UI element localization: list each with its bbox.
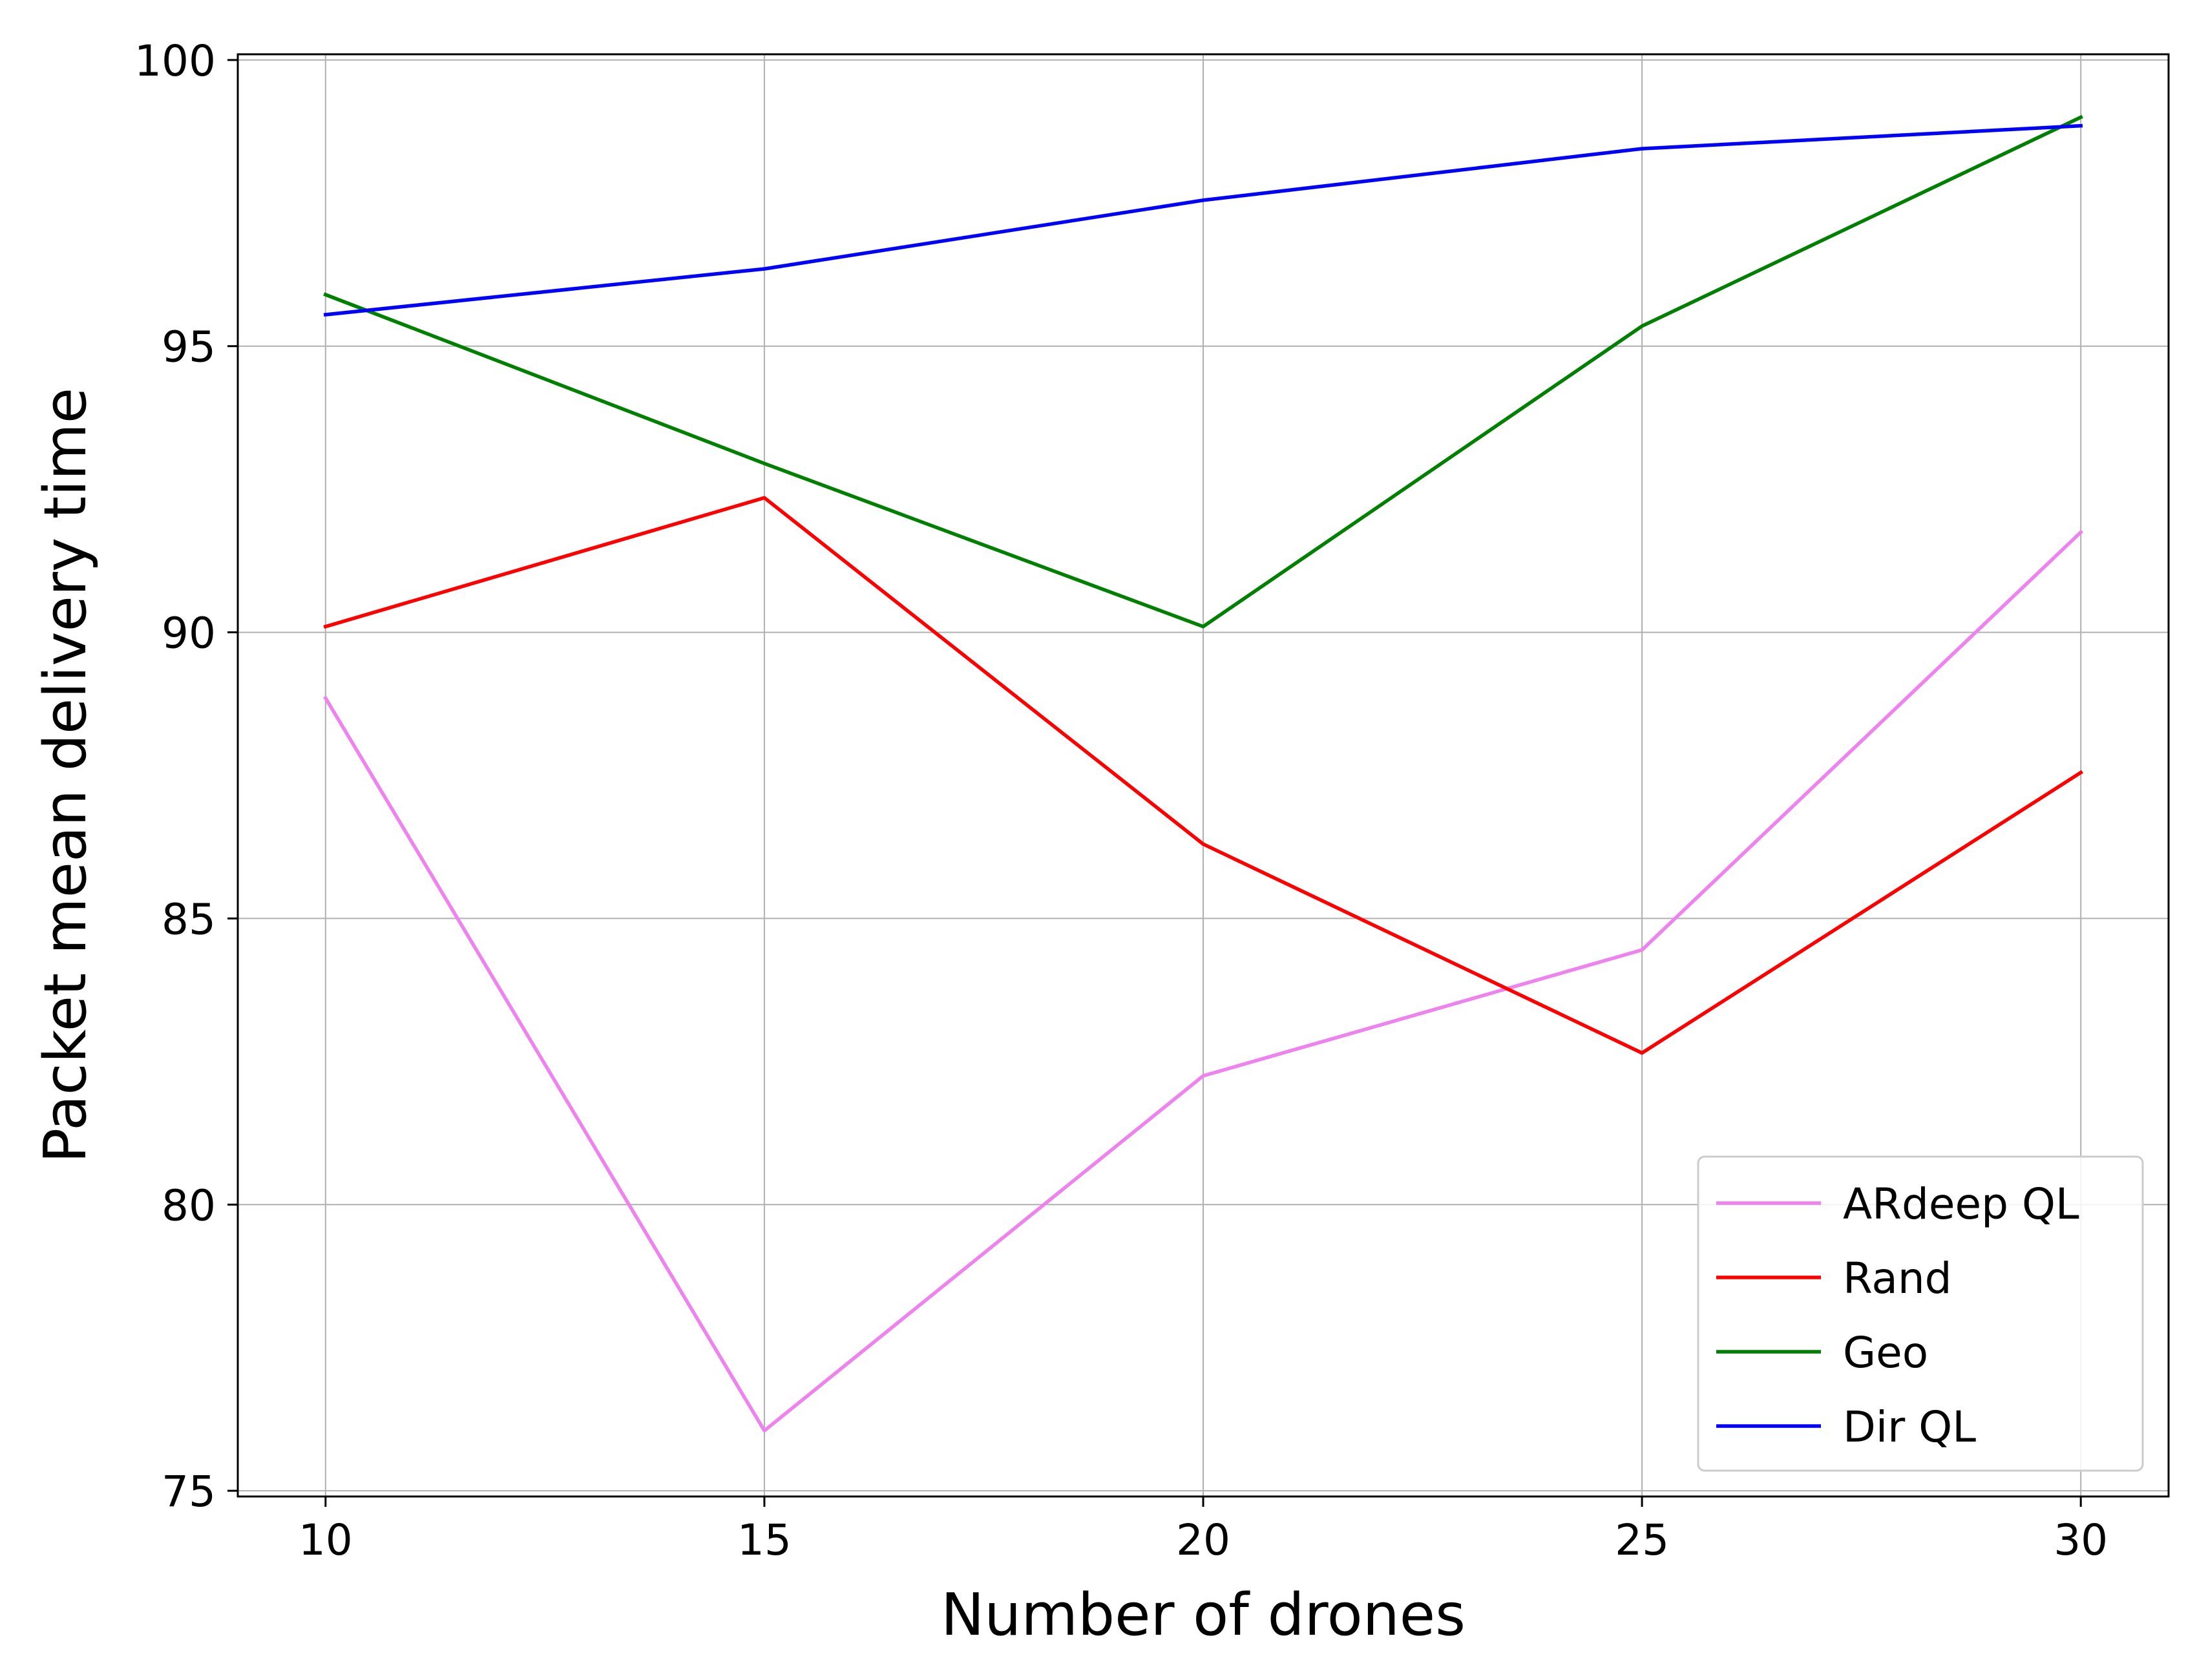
x-tick-label: 15 [737,1515,792,1565]
y-axis-title: Packet mean delivery time [32,388,100,1163]
axis-ticks: 10 15 20 25 30 75 80 85 90 95 100 [134,36,2108,1565]
y-tick-label: 85 [162,894,216,944]
x-tick-label: 20 [1176,1515,1230,1565]
series-line-dir-ql [323,123,2083,317]
legend: ARdeep QL Rand Geo Dir QL [1697,1155,2144,1472]
y-tick-label: 95 [162,322,216,372]
legend-label: Dir QL [1843,1402,1976,1452]
y-tick-label: 90 [162,609,216,658]
legend-label: Rand [1843,1254,1952,1303]
legend-label: ARdeep QL [1843,1179,2079,1229]
legend-label: Geo [1843,1328,1928,1378]
series-line-ardeep-ql [323,529,2084,1433]
series-line-geo [323,114,2083,629]
y-tick-label: 100 [134,36,216,86]
x-tick-label: 30 [2054,1515,2108,1565]
x-tick-label: 10 [299,1515,353,1565]
legend-box [1697,1155,2144,1472]
series-line-rand [323,496,2083,1055]
y-tick-label: 75 [162,1467,216,1517]
x-tick-label: 25 [1615,1515,1669,1565]
series-lines [323,114,2084,1433]
y-tick-label: 80 [162,1181,216,1230]
x-axis-title: Number of drones [941,1581,1466,1649]
grid [238,54,2169,1496]
